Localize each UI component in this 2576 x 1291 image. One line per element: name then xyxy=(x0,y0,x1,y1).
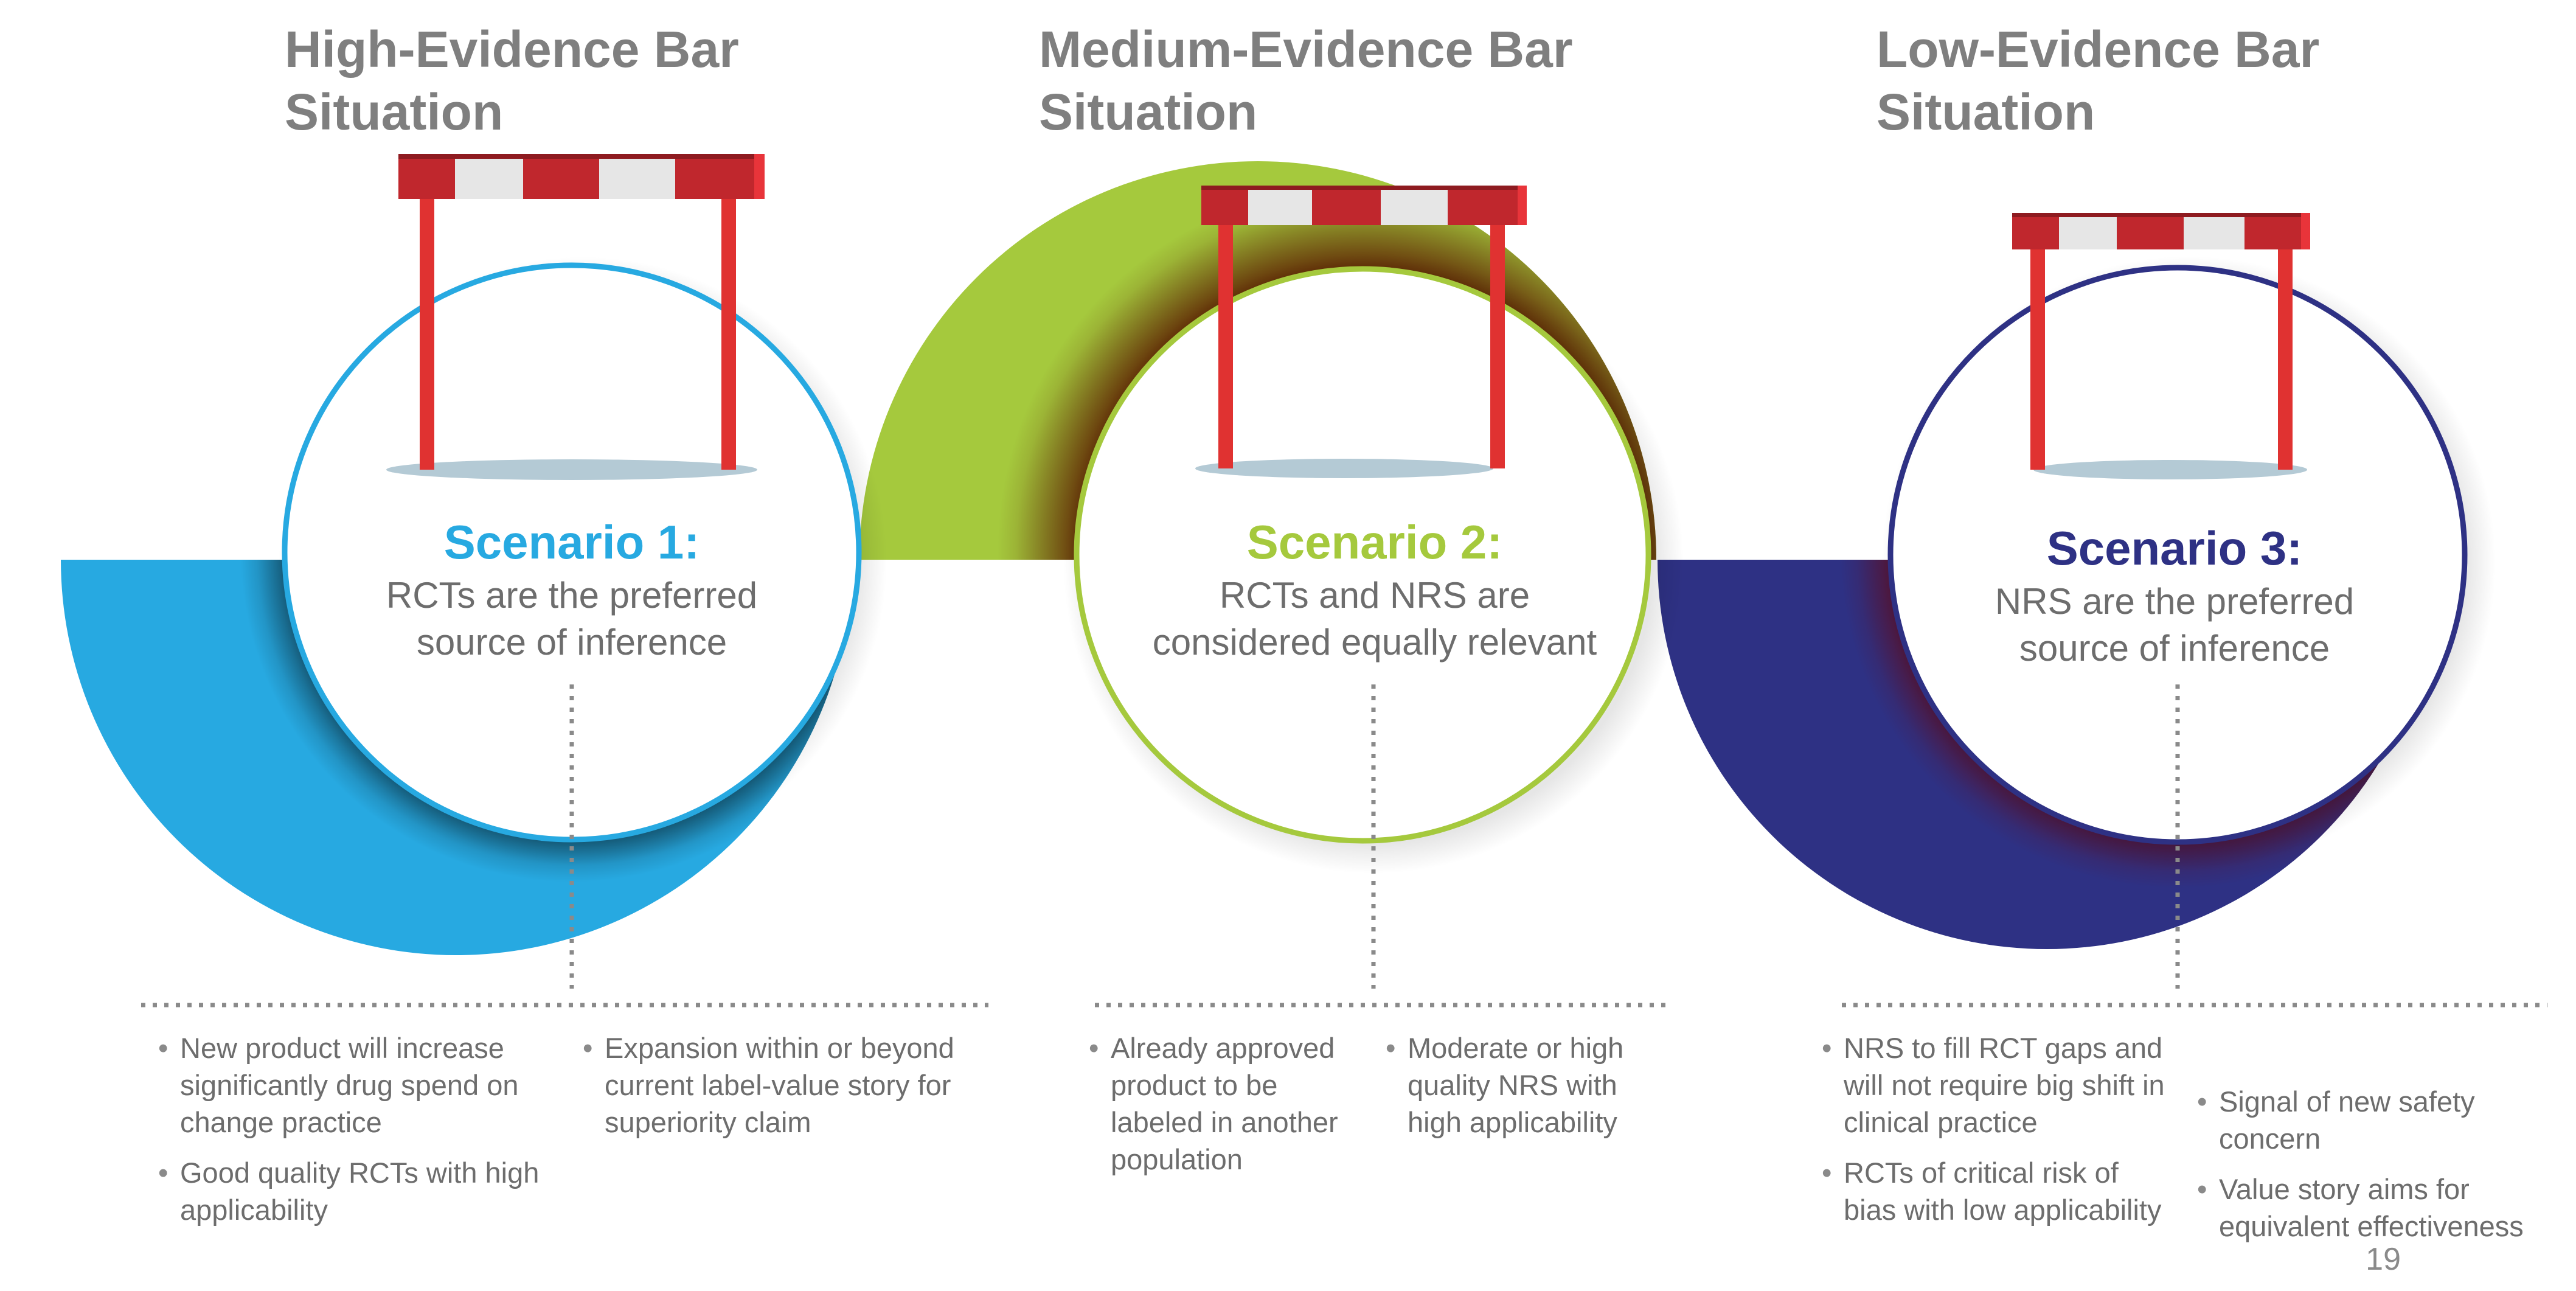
heading-low-line2: Situation xyxy=(1876,83,2095,141)
heading-low-evidence: Low-Evidence Bar Situation xyxy=(1876,18,2319,144)
scenario-3-bullets-left: NRS to fill RCT gaps and will not requir… xyxy=(1822,1029,2175,1242)
list-item: Already approved product to be labeled i… xyxy=(1089,1029,1369,1178)
heading-medium-line1: Medium-Evidence Bar xyxy=(1039,21,1573,78)
heading-low-line1: Low-Evidence Bar xyxy=(1876,21,2320,78)
scenario-1-title: Scenario 1: xyxy=(443,515,700,569)
scenario-1-bullets-left: New product will increase significantly … xyxy=(158,1029,560,1242)
scenario-2-bullets-left: Already approved product to be labeled i… xyxy=(1089,1029,1369,1191)
hurdle-2-icon xyxy=(1195,186,1527,478)
list-item: RCTs of critical risk of bias with low a… xyxy=(1822,1154,2175,1228)
list-item: Expansion within or beyond current label… xyxy=(583,1029,990,1141)
scenario-2-desc-line2: considered equally relevant xyxy=(1152,622,1597,663)
scenario-1-desc-line1: RCTs are the preferred xyxy=(386,575,758,616)
page-number: 19 xyxy=(2366,1242,2401,1277)
list-item: NRS to fill RCT gaps and will not requir… xyxy=(1822,1029,2175,1141)
heading-medium-evidence: Medium-Evidence Bar Situation xyxy=(1039,18,1573,144)
scenario-2-desc-line1: RCTs and NRS are xyxy=(1219,575,1530,616)
scenario-2-bullets-right: Moderate or high quality NRS with high a… xyxy=(1386,1029,1659,1154)
dotted-connectors xyxy=(141,684,2547,1007)
scenario-1-description: RCTs are the preferred source of inferen… xyxy=(328,572,815,666)
list-item: Moderate or high quality NRS with high a… xyxy=(1386,1029,1659,1141)
scenario-3-description: NRS are the preferred source of inferenc… xyxy=(1931,578,2418,672)
list-item: Value story aims for equivalent effectiv… xyxy=(2197,1171,2562,1245)
hurdle-3-icon xyxy=(2012,213,2310,479)
scenario-1-bullets-right: Expansion within or beyond current label… xyxy=(583,1029,990,1154)
hurdle-1-icon xyxy=(386,154,765,480)
list-item: Good quality RCTs with high applicabilit… xyxy=(158,1154,560,1228)
heading-high-line2: Situation xyxy=(285,83,504,141)
scenario-3-title: Scenario 3: xyxy=(2046,521,2303,575)
scenario-2-description: RCTs and NRS are considered equally rele… xyxy=(1101,572,1648,666)
scenario-1-desc-line2: source of inference xyxy=(416,622,727,663)
heading-high-evidence: High-Evidence Bar Situation xyxy=(285,18,739,144)
scenario-3-desc-line1: NRS are the preferred xyxy=(1994,581,2355,622)
heading-high-line1: High-Evidence Bar xyxy=(285,21,739,78)
scenario-3-desc-line2: source of inference xyxy=(2019,628,2330,669)
scenario-2-title: Scenario 2: xyxy=(1246,515,1503,569)
list-item: Signal of new safety concern xyxy=(2197,1083,2562,1157)
scenario-3-bullets-right: Signal of new safety concern Value story… xyxy=(2197,1083,2562,1258)
list-item: New product will increase significantly … xyxy=(158,1029,560,1141)
heading-medium-line2: Situation xyxy=(1039,83,1258,141)
